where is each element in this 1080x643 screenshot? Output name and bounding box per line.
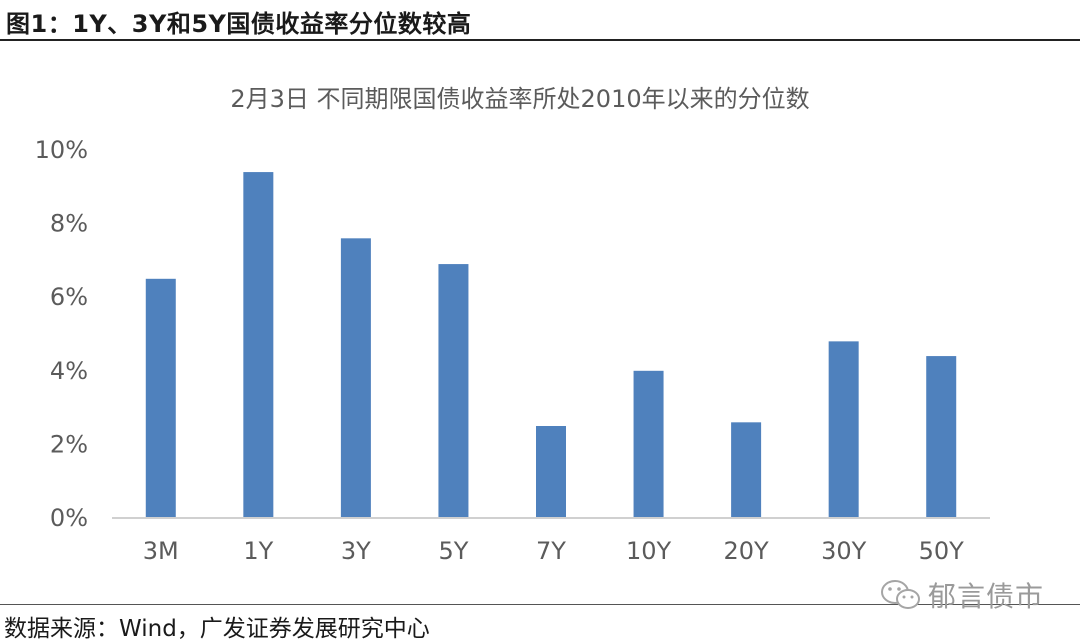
- y-axis-ticks: 0% 2% 4% 6% 8% 10%: [35, 136, 88, 532]
- x-tick-label: 20Y: [724, 537, 770, 565]
- watermark-text: 郁言债市: [928, 580, 1045, 613]
- bars-group: [145, 172, 957, 518]
- bar-7y: [536, 426, 566, 518]
- footer-divider: [0, 604, 1080, 605]
- wechat-icon: [881, 580, 920, 609]
- x-tick-label: 10Y: [626, 537, 672, 565]
- y-tick-label: 8%: [50, 210, 88, 238]
- y-tick-label: 6%: [50, 283, 88, 311]
- y-tick-label: 0%: [50, 504, 88, 532]
- y-tick-label: 2%: [50, 430, 88, 458]
- bar-5y: [438, 264, 469, 518]
- y-tick-label: 4%: [50, 357, 88, 385]
- y-tick-label: 10%: [35, 136, 88, 164]
- x-tick-label: 7Y: [536, 537, 566, 565]
- bar-chart: 2月3日 不同期限国债收益率所处2010年以来的分位数 0% 2% 4% 6% 8% 10…: [35, 85, 990, 565]
- x-tick-label: 3M: [143, 537, 179, 565]
- bar-1y: [243, 172, 274, 518]
- bar-50y: [926, 356, 957, 518]
- x-tick-label: 5Y: [438, 537, 468, 565]
- x-axis-ticks: 3M 1Y 3Y 5Y 7Y 10Y 20Y 30Y 50Y: [143, 537, 964, 565]
- figure-title: 图1：1Y、3Y和5Y国债收益率分位数较高: [6, 10, 472, 38]
- bar-3m: [145, 278, 176, 518]
- bar-30y: [828, 341, 859, 518]
- title-divider: [0, 39, 1080, 41]
- watermark: 郁言债市: [880, 575, 1044, 615]
- bar-3y: [340, 238, 371, 518]
- bar-10y: [633, 370, 664, 518]
- x-tick-label: 1Y: [243, 537, 273, 565]
- chart-title: 2月3日 不同期限国债收益率所处2010年以来的分位数: [230, 85, 809, 113]
- x-tick-label: 50Y: [919, 537, 965, 565]
- x-tick-label: 30Y: [821, 537, 867, 565]
- source-note: 数据来源：Wind，广发证券发展研究中心: [4, 616, 430, 642]
- x-tick-label: 3Y: [341, 537, 371, 565]
- bar-20y: [731, 422, 762, 518]
